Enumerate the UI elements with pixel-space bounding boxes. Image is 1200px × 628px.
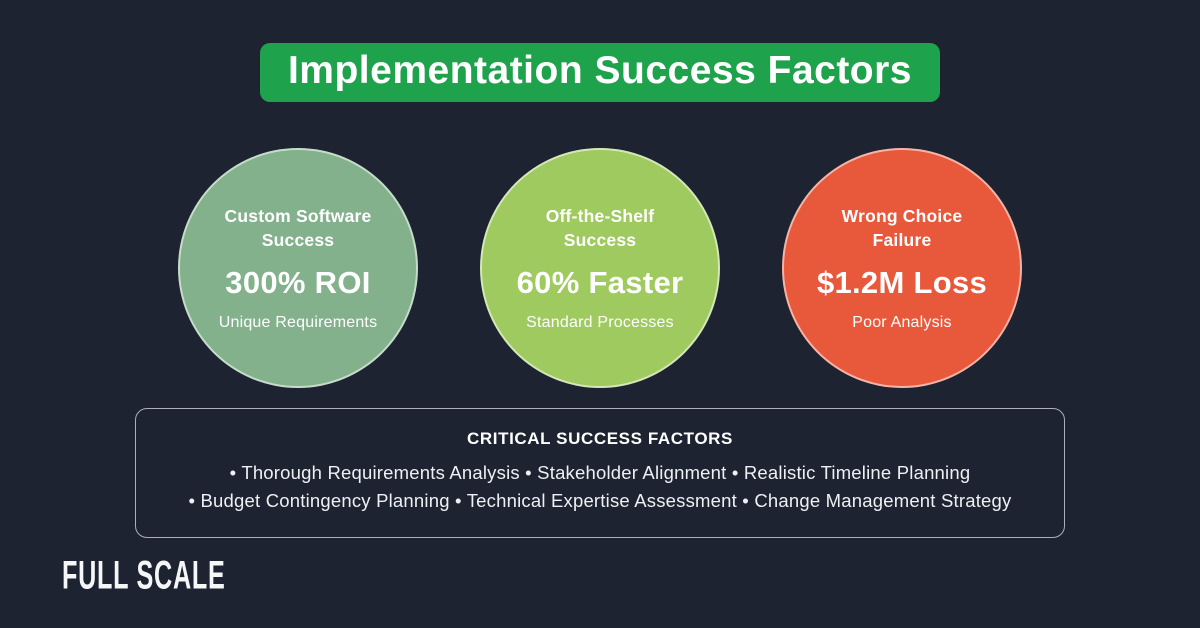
circle-title: Off-the-Shelf Success [545, 206, 655, 250]
full-scale-logo: FULL SCALE [62, 553, 226, 598]
circle-custom-software-success: Custom Software Success 300% ROI Unique … [178, 148, 418, 388]
critical-success-factors-box: CRITICAL SUCCESS FACTORS • Thorough Requ… [135, 408, 1065, 538]
circle-title: Custom Software Success [224, 206, 372, 250]
stat-circles-row: Custom Software Success 300% ROI Unique … [0, 148, 1200, 388]
circle-subtitle: Poor Analysis [852, 314, 952, 331]
title-banner-row: Implementation Success Factors [0, 0, 1200, 102]
circle-wrong-choice-failure: Wrong Choice Failure $1.2M Loss Poor Ana… [782, 148, 1022, 388]
critical-factors-line-1: • Thorough Requirements Analysis • Stake… [229, 462, 971, 483]
circle-stat: 300% ROI [225, 265, 371, 300]
page-title: Implementation Success Factors [259, 43, 941, 102]
critical-factors-line-2: • Budget Contingency Planning • Technica… [188, 490, 1012, 511]
circle-off-the-shelf-success: Off-the-Shelf Success 60% Faster Standar… [480, 148, 720, 388]
critical-box-title: CRITICAL SUCCESS FACTORS [467, 429, 733, 448]
circle-stat: $1.2M Loss [816, 265, 988, 300]
circle-title: Wrong Choice Failure [841, 206, 963, 250]
circle-subtitle: Standard Processes [526, 314, 674, 331]
circle-subtitle: Unique Requirements [218, 314, 378, 331]
circle-stat: 60% Faster [516, 265, 684, 300]
